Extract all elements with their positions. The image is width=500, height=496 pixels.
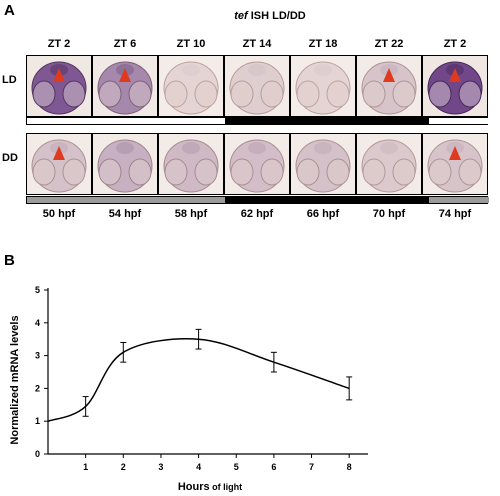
title-rest: ISH LD/DD [247,10,306,22]
dd-embryo-image [158,133,224,195]
x-axis-title-main: Hours [178,481,210,493]
ld-embryo-image [422,55,488,117]
subjective-day-segment [429,197,489,203]
dd-embryo-image [290,133,356,195]
dd-embryo-image [224,133,290,195]
dark-segment [225,197,429,203]
panel-a-title: tef ISH LD/DD [20,10,500,22]
hpf-label: 70 hpf [372,208,406,220]
dd-light-bar [26,196,489,204]
y-tick-label: 4 [35,318,40,328]
chart-series [47,328,353,422]
hpf-label: 58 hpf [174,208,208,220]
chart-ticks: 0 1 2 3 4 5 1 2 3 4 5 6 7 8 [35,285,352,472]
ld-embryo-image [224,55,290,117]
arrowhead-icon [53,68,65,82]
y-axis-title: Normalized mRNA levels [9,315,21,444]
dd-embryo-image [422,133,488,195]
x-axis-title: Hours of light [178,481,242,493]
y-tick-label: 5 [35,285,40,295]
arrowhead-icon [449,146,461,160]
x-tick-label: 8 [347,462,352,472]
light-segment [429,118,489,124]
arrowhead-icon [53,146,65,160]
dd-embryo-image [356,133,422,195]
x-axis-title-small: of light [210,482,243,492]
ld-light-bar [26,117,489,125]
ld-embryo-image [92,55,158,117]
zt-label: ZT 14 [242,38,272,50]
y-tick-label: 0 [35,449,40,459]
zt-label: ZT 2 [47,38,71,50]
dd-embryo-image [26,133,92,195]
x-tick-label: 4 [196,462,201,472]
row-label-ld: LD [2,74,17,86]
zt-label: ZT 6 [113,38,137,50]
gene-name: tef [234,10,248,22]
ld-embryo-image [290,55,356,117]
ld-embryo-image [158,55,224,117]
y-tick-label: 1 [35,416,40,426]
chart-axes [47,288,368,455]
subjective-day-segment [27,197,225,203]
zt-label: ZT 22 [374,38,404,50]
zt-label: ZT 18 [308,38,338,50]
x-tick-label: 6 [271,462,276,472]
hpf-label: 74 hpf [438,208,472,220]
series-line [47,338,350,422]
row-label-dd: DD [2,152,18,164]
arrowhead-icon [119,68,131,82]
y-tick-label: 2 [35,383,40,393]
hpf-label: 50 hpf [42,208,76,220]
panel-b-letter: B [4,252,15,269]
hpf-label: 66 hpf [306,208,340,220]
x-tick-label: 7 [309,462,314,472]
zt-label: ZT 2 [443,38,467,50]
arrowhead-icon [449,68,461,82]
x-tick-label: 5 [234,462,239,472]
x-tick-label: 1 [83,462,88,472]
hpf-label: 54 hpf [108,208,142,220]
line-chart: Normalized mRNA levels 0 1 2 3 4 5 1 2 3 4 5 6 7 8 Ho… [9,285,368,493]
ld-image-row [26,55,488,117]
y-tick-label: 3 [35,351,40,361]
x-tick-label: 2 [121,462,126,472]
dark-segment [225,118,429,124]
dd-image-row [26,133,488,195]
zt-label: ZT 10 [176,38,206,50]
light-segment [27,118,225,124]
zt-label-row: ZT 2 ZT 6 ZT 10 ZT 14 ZT 18 ZT 22 ZT 2 [26,38,486,52]
ld-embryo-image [26,55,92,117]
panel-a-letter: A [4,2,15,19]
hpf-label-row: 50 hpf 54 hpf 58 hpf 62 hpf 66 hpf 70 hp… [26,208,486,222]
dd-embryo-image [92,133,158,195]
arrowhead-icon [383,68,395,82]
hpf-label: 62 hpf [240,208,274,220]
ld-embryo-image [356,55,422,117]
x-tick-label: 3 [158,462,163,472]
